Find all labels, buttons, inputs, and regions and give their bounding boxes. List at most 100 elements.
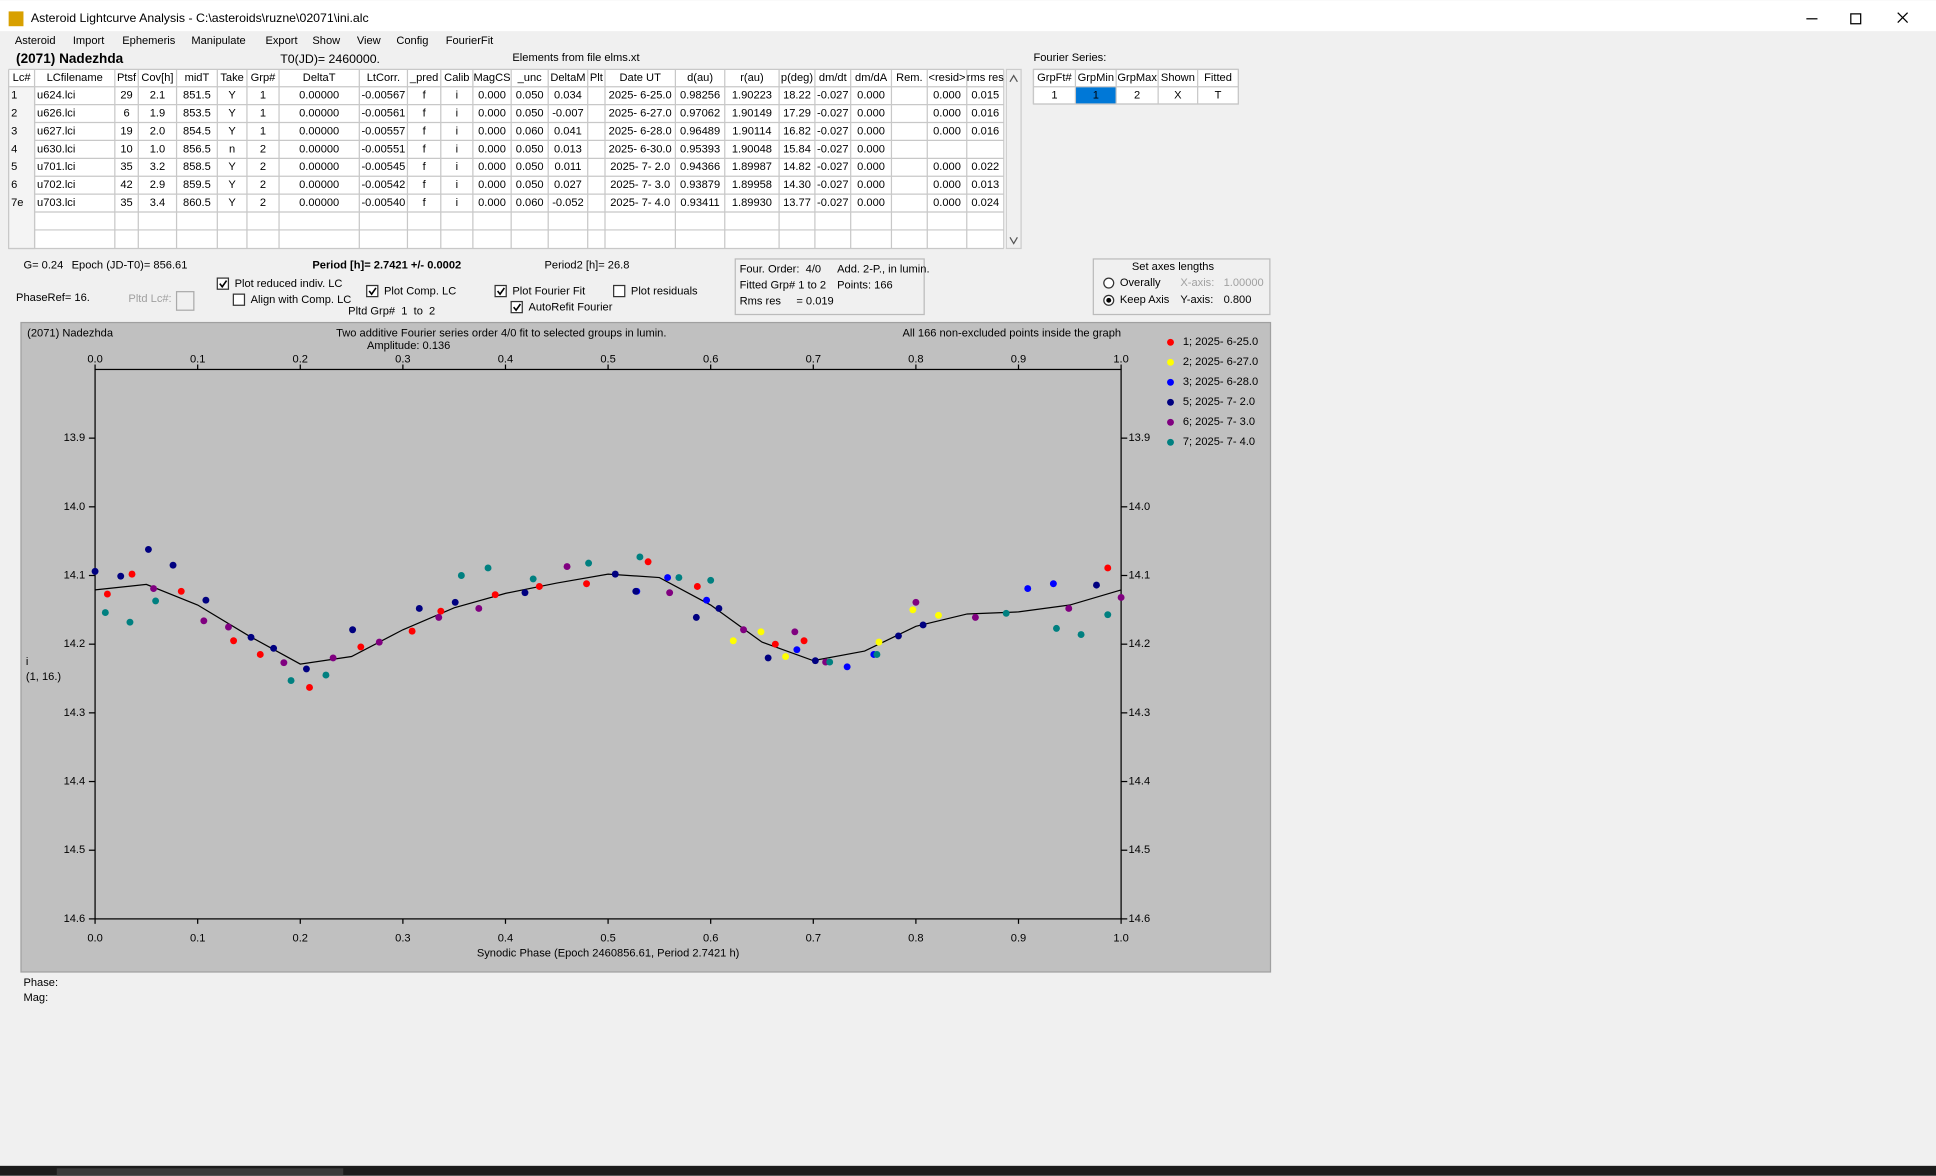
table-cell[interactable]: -0.027 — [817, 90, 849, 102]
table-cell[interactable]: 0.000 — [478, 125, 506, 137]
menu-item[interactable]: Manipulate — [191, 35, 245, 47]
table-cell[interactable]: 1.9 — [150, 108, 165, 120]
table-cell[interactable]: 0.013 — [971, 179, 999, 191]
table-cell[interactable]: 0.060 — [516, 197, 544, 209]
radio-label[interactable]: Overally — [1120, 277, 1161, 289]
table-cell[interactable]: 15.84 — [783, 143, 811, 155]
table-cell[interactable]: f — [423, 90, 427, 102]
menu-item[interactable]: View — [357, 35, 382, 47]
table-cell[interactable]: u626.lci — [37, 108, 75, 120]
table-cell[interactable]: Y — [228, 161, 236, 173]
restore-button[interactable] — [1850, 13, 1862, 25]
table-cell[interactable]: 10 — [120, 143, 132, 155]
table-cell[interactable]: 0.00000 — [299, 90, 339, 102]
table-cell[interactable]: 0.050 — [516, 108, 544, 120]
table-cell[interactable]: 0.000 — [478, 108, 506, 120]
table-cell[interactable]: Y — [228, 197, 236, 209]
scroll-arrows[interactable] — [1009, 74, 1018, 245]
table-cell[interactable]: 0.96489 — [680, 125, 720, 137]
table-cell[interactable]: 858.5 — [183, 161, 211, 173]
table-cell[interactable]: 1 — [260, 125, 266, 137]
table-cell[interactable]: 7e — [11, 197, 23, 209]
menu-item[interactable]: Export — [265, 35, 297, 47]
table-cell[interactable]: 2 — [260, 161, 266, 173]
table-cell[interactable]: 0.000 — [478, 143, 506, 155]
table-cell[interactable]: 2025- 6-27.0 — [609, 108, 672, 120]
checkbox-label[interactable]: Plot Fourier Fit — [512, 286, 585, 298]
table-cell[interactable]: 2 — [260, 197, 266, 209]
table-cell[interactable]: 6 — [11, 179, 17, 191]
table-cell[interactable]: 3 — [11, 125, 17, 137]
table-cell[interactable]: i — [456, 90, 458, 102]
table-cell[interactable]: 1.89987 — [732, 161, 772, 173]
table-cell[interactable]: 0.050 — [516, 179, 544, 191]
fourier-cell[interactable]: X — [1174, 89, 1182, 101]
table-cell[interactable]: 3.4 — [150, 197, 165, 209]
radio-label[interactable]: Keep Axis — [1120, 294, 1170, 306]
table-cell[interactable]: 3.2 — [150, 161, 165, 173]
table-cell[interactable]: -0.027 — [817, 125, 849, 137]
checkbox[interactable] — [494, 284, 507, 298]
table-cell[interactable]: n — [229, 143, 235, 155]
table-cell[interactable]: 0.024 — [971, 197, 999, 209]
table-cell[interactable]: f — [423, 125, 427, 137]
table-cell[interactable]: 2.9 — [150, 179, 165, 191]
table-cell[interactable]: 5 — [11, 161, 17, 173]
table-cell[interactable]: 0.95393 — [680, 143, 720, 155]
menu-item[interactable]: Asteroid — [15, 35, 56, 47]
table-cell[interactable]: 1.90114 — [732, 125, 771, 137]
table-cell[interactable]: i — [456, 108, 458, 120]
table-cell[interactable]: 0.013 — [554, 143, 582, 155]
table-cell[interactable]: 0.00000 — [299, 161, 339, 173]
table-cell[interactable]: 856.5 — [183, 143, 211, 155]
table-cell[interactable]: 0.000 — [933, 161, 961, 173]
table-cell[interactable]: 853.5 — [183, 108, 211, 120]
radio[interactable] — [1103, 277, 1115, 289]
table-cell[interactable]: 2025- 7- 4.0 — [610, 197, 670, 209]
table-scrollbar[interactable] — [1005, 68, 1022, 250]
table-cell[interactable]: Y — [228, 90, 236, 102]
table-cell[interactable]: Y — [228, 125, 236, 137]
lc-spinner[interactable] — [175, 291, 195, 311]
checkbox[interactable] — [232, 293, 246, 306]
fourier-cell[interactable]: T — [1215, 89, 1222, 101]
table-cell[interactable]: 2 — [260, 179, 266, 191]
table-cell[interactable]: f — [423, 197, 427, 209]
table-cell[interactable]: 0.00000 — [299, 179, 339, 191]
table-cell[interactable]: 14.30 — [783, 179, 811, 191]
table-cell[interactable]: 0.00000 — [299, 108, 339, 120]
fourier-cell[interactable]: 2 — [1134, 89, 1140, 101]
table-cell[interactable]: 42 — [120, 179, 132, 191]
table-cell[interactable]: 1.90149 — [732, 108, 772, 120]
table-cell[interactable]: 0.97062 — [680, 108, 720, 120]
table-cell[interactable]: 2.1 — [150, 90, 165, 102]
table-cell[interactable]: u624.lci — [37, 90, 75, 102]
table-cell[interactable]: 14.82 — [783, 161, 811, 173]
table-cell[interactable]: i — [456, 197, 458, 209]
table-cell[interactable]: 0.041 — [554, 125, 582, 137]
table-cell[interactable]: -0.00557 — [361, 125, 405, 137]
table-cell[interactable]: 18.22 — [783, 90, 811, 102]
table-cell[interactable]: 1.89930 — [732, 197, 772, 209]
table-cell[interactable]: -0.00540 — [361, 197, 405, 209]
fourier-cell[interactable]: 1 — [1051, 89, 1057, 101]
table-cell[interactable]: 0.050 — [516, 143, 544, 155]
table-cell[interactable]: 2025- 6-30.0 — [609, 143, 672, 155]
checkbox-label[interactable]: Align with Comp. LC — [251, 294, 352, 306]
table-cell[interactable]: 1 — [11, 90, 17, 102]
table-cell[interactable]: 1 — [260, 108, 266, 120]
table-cell[interactable]: -0.052 — [552, 197, 584, 209]
table-cell[interactable]: -0.007 — [552, 108, 584, 120]
table-cell[interactable]: f — [423, 108, 427, 120]
table-cell[interactable]: 0.000 — [478, 90, 506, 102]
table-cell[interactable]: i — [456, 161, 458, 173]
table-cell[interactable]: 1.0 — [150, 143, 165, 155]
table-cell[interactable]: 0.016 — [971, 108, 999, 120]
table-cell[interactable]: 859.5 — [183, 179, 211, 191]
table-cell[interactable]: 4 — [11, 143, 17, 155]
table-cell[interactable]: 0.93411 — [680, 197, 719, 209]
table-cell[interactable]: 1 — [260, 90, 266, 102]
table-cell[interactable]: u702.lci — [37, 179, 75, 191]
table-cell[interactable]: -0.027 — [817, 179, 849, 191]
checkbox-label[interactable]: Plot Comp. LC — [384, 286, 456, 298]
